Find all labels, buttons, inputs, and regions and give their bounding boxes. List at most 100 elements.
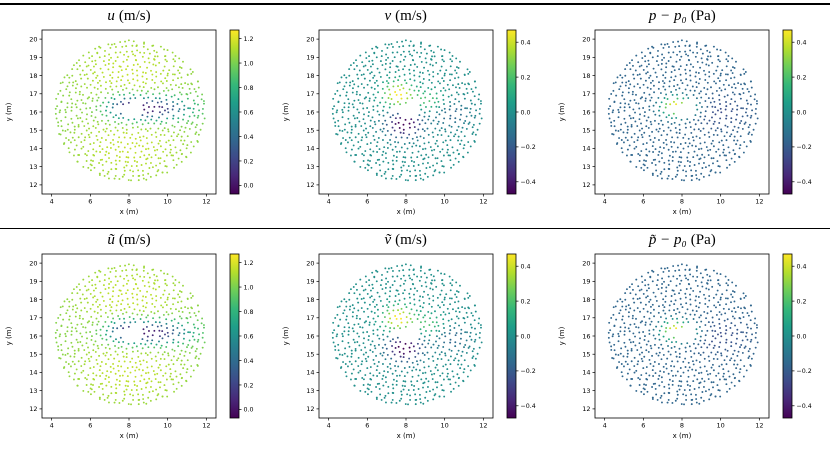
svg-text:13: 13 <box>583 387 591 395</box>
svg-text:0.2: 0.2 <box>244 158 254 165</box>
row-filtered: ũ (m/s) 4 6 8 10 12 12 13 14 15 16 17 18 19 20 x (m) y … <box>0 229 830 452</box>
svg-text:0.4: 0.4 <box>520 39 530 46</box>
svg-text:18: 18 <box>583 71 591 79</box>
svg-text:12: 12 <box>479 197 487 205</box>
x-axis-label: x (m) <box>120 208 139 216</box>
title-unit: (m/s) <box>118 232 151 248</box>
svg-text:−0.4: −0.4 <box>520 179 535 186</box>
svg-text:0.0: 0.0 <box>797 333 807 340</box>
svg-text:12: 12 <box>29 405 37 413</box>
svg-text:19: 19 <box>306 278 314 286</box>
svg-text:20: 20 <box>306 259 314 267</box>
colorbar: −0.4 −0.2 0.0 0.2 0.4 <box>782 253 812 419</box>
scatter-points <box>54 263 206 406</box>
svg-text:17: 17 <box>306 314 314 322</box>
svg-text:20: 20 <box>306 35 314 43</box>
subplot-p: p − p₀ (Pa) 4 6 8 10 12 12 13 14 15 16 17 18 19 20 x (m… <box>553 5 830 228</box>
svg-text:10: 10 <box>717 197 725 205</box>
svg-text:13: 13 <box>583 162 591 170</box>
svg-text:12: 12 <box>29 181 37 189</box>
svg-text:0.8: 0.8 <box>244 84 254 91</box>
scatter-points <box>331 38 483 181</box>
svg-text:13: 13 <box>306 387 314 395</box>
svg-text:12: 12 <box>756 422 764 430</box>
svg-text:6: 6 <box>88 422 92 430</box>
svg-text:−0.4: −0.4 <box>797 179 812 186</box>
plot-title-v: v (m/s) <box>319 5 493 26</box>
title-unit: (m/s) <box>118 7 151 24</box>
svg-text:0.4: 0.4 <box>244 358 254 365</box>
svg-text:16: 16 <box>29 332 37 340</box>
title-unit: (m/s) <box>395 7 427 24</box>
svg-text:13: 13 <box>29 387 37 395</box>
colorbar: −0.4 −0.2 0.0 0.2 0.4 <box>506 29 535 194</box>
colorbar: −0.4 −0.2 0.0 0.2 0.4 <box>506 253 535 419</box>
svg-text:16: 16 <box>583 332 591 340</box>
svg-text:19: 19 <box>29 53 37 61</box>
svg-text:−0.2: −0.2 <box>797 144 812 151</box>
svg-text:15: 15 <box>583 126 591 134</box>
svg-text:1.2: 1.2 <box>244 260 254 267</box>
title-symbol: p̃ − p₀ <box>648 232 687 248</box>
svg-text:14: 14 <box>29 144 37 152</box>
x-axis-label: x (m) <box>396 208 415 216</box>
svg-text:0.4: 0.4 <box>244 133 254 140</box>
svg-text:6: 6 <box>88 197 92 205</box>
svg-text:0.6: 0.6 <box>244 109 254 116</box>
svg-text:17: 17 <box>306 90 314 98</box>
axes: 4 6 8 10 12 12 13 14 15 16 17 18 19 20 x (m) y (m) <box>5 29 217 216</box>
svg-text:4: 4 <box>50 197 54 205</box>
svg-text:16: 16 <box>583 108 591 116</box>
colorbar: 0.0 0.2 0.4 0.6 0.8 1.0 1.2 <box>229 29 254 194</box>
svg-text:10: 10 <box>440 422 448 430</box>
title-symbol: u <box>107 7 115 24</box>
y-axis-label: y (m) <box>558 102 566 121</box>
svg-text:−0.4: −0.4 <box>797 403 812 410</box>
svg-text:20: 20 <box>583 35 591 43</box>
svg-text:15: 15 <box>583 351 591 359</box>
svg-text:14: 14 <box>583 369 591 377</box>
svg-text:14: 14 <box>306 369 314 377</box>
svg-text:6: 6 <box>642 422 646 430</box>
svg-text:8: 8 <box>680 422 684 430</box>
svg-text:12: 12 <box>756 197 764 205</box>
svg-text:12: 12 <box>306 405 314 413</box>
svg-text:0.4: 0.4 <box>797 39 807 46</box>
top-rule <box>0 3 830 5</box>
svg-text:12: 12 <box>583 181 591 189</box>
svg-text:0.0: 0.0 <box>520 109 530 116</box>
title-symbol: p − p₀ <box>648 7 687 24</box>
svg-text:1.0: 1.0 <box>244 60 254 67</box>
svg-text:0.2: 0.2 <box>797 74 807 81</box>
y-axis-label: y (m) <box>5 102 13 121</box>
svg-text:19: 19 <box>306 53 314 61</box>
plot-title-p-filtered: p̃ − p₀ (Pa) <box>595 229 769 250</box>
svg-text:0.2: 0.2 <box>520 298 530 305</box>
svg-text:6: 6 <box>642 197 646 205</box>
svg-text:0.2: 0.2 <box>797 298 807 305</box>
svg-text:0.0: 0.0 <box>244 182 254 189</box>
svg-text:8: 8 <box>404 422 408 430</box>
svg-text:8: 8 <box>680 197 684 205</box>
svg-text:−0.2: −0.2 <box>520 144 535 151</box>
svg-text:6: 6 <box>365 422 369 430</box>
svg-text:15: 15 <box>306 351 314 359</box>
svg-text:13: 13 <box>306 162 314 170</box>
y-axis-label: y (m) <box>282 102 290 121</box>
svg-text:17: 17 <box>29 90 37 98</box>
subplot-u-filtered: ũ (m/s) 4 6 8 10 12 12 13 14 15 16 17 18 19 20 x (m) y … <box>0 229 277 452</box>
axes: 4 6 8 10 12 12 13 14 15 16 17 18 19 20 x (m) y (m) <box>558 29 770 216</box>
svg-text:16: 16 <box>306 332 314 340</box>
svg-text:0.2: 0.2 <box>520 74 530 81</box>
svg-text:1.0: 1.0 <box>244 284 254 291</box>
plot-title-u-filtered: ũ (m/s) <box>42 229 216 250</box>
scatter-points <box>331 263 483 406</box>
title-symbol: v <box>384 7 392 24</box>
svg-text:−0.4: −0.4 <box>520 403 535 410</box>
svg-text:12: 12 <box>202 422 210 430</box>
x-axis-label: x (m) <box>673 208 692 216</box>
